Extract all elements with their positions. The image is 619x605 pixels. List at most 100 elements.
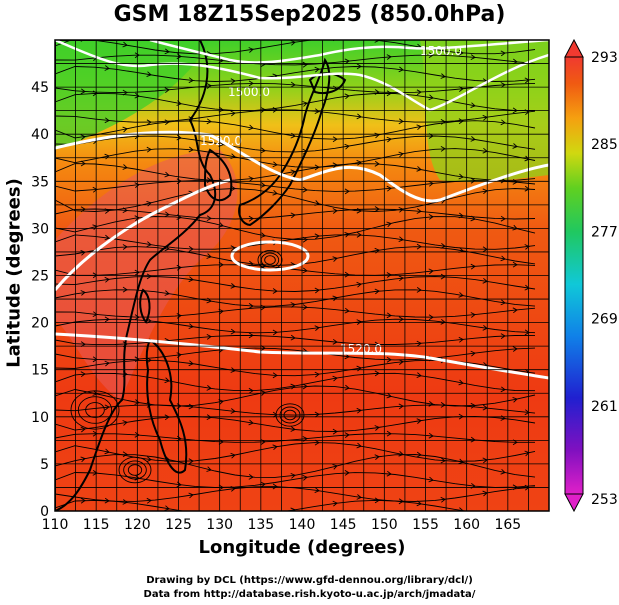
streamline-arrow xyxy=(230,367,236,373)
streamline-arrow xyxy=(164,505,170,511)
streamline-arrow xyxy=(386,272,392,278)
streamline-arrow xyxy=(248,80,254,87)
streamline-arrow xyxy=(92,90,98,97)
streamline-arrow xyxy=(122,499,128,505)
streamline xyxy=(55,385,536,407)
streamline-arrow xyxy=(248,419,254,426)
streamline-arrow xyxy=(314,325,320,331)
streamline-arrow xyxy=(374,425,380,431)
streamline-arrow xyxy=(248,124,254,131)
streamline-arrow xyxy=(458,458,464,465)
streamline-arrow xyxy=(332,338,338,345)
streamline-arrow xyxy=(146,71,152,78)
streamline-arrow xyxy=(146,273,152,280)
streamline-arrow xyxy=(440,73,446,79)
streamline-arrow xyxy=(356,494,362,500)
contour-line xyxy=(55,40,549,112)
streamline-arrow xyxy=(260,182,266,188)
streamline-arrow xyxy=(164,48,170,55)
y-tick-label: 25 xyxy=(31,269,49,285)
streamline-arrow xyxy=(470,263,476,270)
streamline-arrow xyxy=(470,177,476,184)
streamline-arrow xyxy=(440,402,446,408)
streamline-arrow xyxy=(290,426,296,432)
streamline-arrow xyxy=(344,93,350,100)
streamline-arrow xyxy=(290,472,296,479)
streamline-arrow xyxy=(344,470,350,476)
streamline-arrow xyxy=(500,333,506,339)
streamline-arrow xyxy=(230,328,236,335)
streamline-arrow xyxy=(332,295,338,302)
streamline-arrow xyxy=(260,232,266,239)
streamline-arrow xyxy=(524,185,530,192)
streamline-arrow xyxy=(188,323,194,330)
streamline-arrow xyxy=(332,256,338,262)
streamline-arrow xyxy=(290,507,296,511)
streamline-arrow xyxy=(206,253,212,259)
streamline-arrow xyxy=(134,52,140,59)
x-tick-label: 165 xyxy=(494,517,521,533)
streamline-arrow xyxy=(80,206,86,213)
streamline-arrow xyxy=(134,92,140,99)
streamline-arrow xyxy=(302,186,308,193)
streamline-arrow xyxy=(80,497,86,504)
streamline-arrow xyxy=(344,58,350,65)
circulation-loop xyxy=(283,409,297,421)
colorbar-label: 277 xyxy=(591,224,618,240)
streamline-arrow xyxy=(416,243,422,250)
streamline-arrow xyxy=(416,89,422,96)
streamline-arrow xyxy=(188,77,194,84)
streamline-arrow xyxy=(398,403,404,410)
streamline-arrow xyxy=(104,316,110,323)
streamline xyxy=(55,216,536,240)
streamline-arrow xyxy=(428,214,434,220)
streamline-arrow xyxy=(260,147,266,154)
y-tick-labels: 0 5 10 15 20 25 30 35 40 45 xyxy=(31,80,49,520)
streamline-arrow xyxy=(164,377,170,384)
streamline-arrow xyxy=(344,188,350,195)
circulation-loop xyxy=(275,403,305,427)
streamline-arrow xyxy=(458,336,464,343)
y-tick-label: 15 xyxy=(31,363,49,379)
streamline xyxy=(55,148,536,168)
streamline-arrow xyxy=(188,360,194,367)
streamline-arrow xyxy=(122,244,128,250)
streamline-arrow xyxy=(92,356,98,363)
streamline-arrow xyxy=(524,409,530,416)
streamline-arrow xyxy=(188,246,194,252)
streamline-arrow xyxy=(206,177,212,183)
streamline-arrow xyxy=(272,107,278,113)
lat-lon-grid xyxy=(55,40,549,511)
streamline-arrow xyxy=(512,261,518,268)
colorbar-labels: 293 285 277 269 261 253 xyxy=(591,50,618,508)
streamline-arrow xyxy=(524,329,530,336)
streamline-arrow xyxy=(206,466,212,472)
streamline-arrow xyxy=(398,66,404,73)
streamline-arrow xyxy=(386,470,392,477)
streamline-arrow xyxy=(272,288,278,294)
streamline-arrow xyxy=(104,117,110,124)
streamline-arrow xyxy=(248,47,254,53)
streamline-arrow xyxy=(314,66,320,73)
streamline-arrow xyxy=(314,287,320,294)
streamline-arrow xyxy=(314,233,320,240)
streamline-arrow xyxy=(374,454,380,460)
streamline-arrow xyxy=(146,402,152,408)
streamline-arrow xyxy=(524,284,530,291)
streamline-arrow xyxy=(164,171,170,178)
streamline-arrow xyxy=(230,78,236,85)
streamline-arrow xyxy=(332,463,338,470)
contour-line xyxy=(55,332,549,380)
streamline-arrow xyxy=(290,81,296,88)
streamline-arrow xyxy=(92,470,98,476)
japan-coastline xyxy=(238,57,331,227)
streamline-arrow xyxy=(122,207,128,214)
streamline-arrow xyxy=(104,65,110,71)
streamline-arrow xyxy=(416,124,422,131)
streamline-arrow xyxy=(356,159,362,166)
streamline-arrow xyxy=(314,371,320,378)
streamline-arrow xyxy=(80,456,86,463)
streamline-arrow xyxy=(80,88,86,95)
streamline-arrow xyxy=(458,173,464,180)
streamline-arrow xyxy=(416,287,422,293)
